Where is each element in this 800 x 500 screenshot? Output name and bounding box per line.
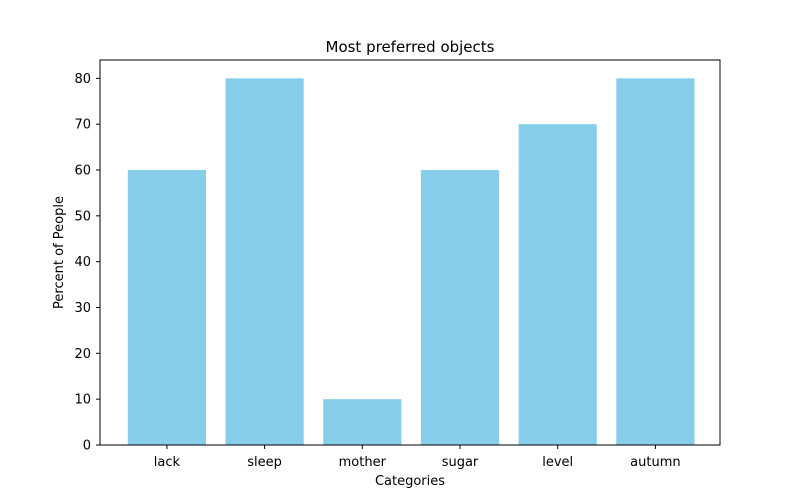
- x-ticks-group: lack sleep mother sugar level autumn: [154, 445, 681, 470]
- x-tick-label-sleep: sleep: [247, 455, 282, 470]
- x-tick-label-autumn: autumn: [630, 455, 680, 470]
- y-tick-label-70: 70: [74, 118, 91, 133]
- bar-mother: [323, 399, 402, 445]
- x-tick-label-lack: lack: [154, 455, 181, 470]
- y-tick-label-10: 10: [74, 393, 91, 408]
- x-tick-label-sugar: sugar: [442, 455, 479, 470]
- y-axis-label: Percent of People: [52, 196, 67, 309]
- chart-title: Most preferred objects: [326, 38, 495, 56]
- y-tick-label-30: 30: [74, 301, 91, 316]
- y-tick-label-80: 80: [74, 72, 91, 87]
- y-ticks-group: 0 10 20 30 40 50 60 70 80: [74, 72, 100, 454]
- y-tick-label-50: 50: [74, 209, 91, 224]
- bars-group: [127, 78, 695, 446]
- bar-level: [518, 124, 597, 446]
- x-tick-label-level: level: [542, 455, 573, 470]
- y-tick-label-60: 60: [74, 164, 91, 179]
- x-axis-label: Categories: [375, 474, 445, 489]
- x-tick-label-mother: mother: [339, 455, 387, 470]
- plot-frame: [99, 59, 721, 446]
- bar-sleep: [225, 78, 304, 445]
- bar-sugar: [420, 170, 500, 445]
- y-tick-label-40: 40: [74, 255, 91, 270]
- y-tick-label-0: 0: [83, 439, 91, 454]
- bar-lack: [127, 170, 206, 445]
- y-tick-label-20: 20: [74, 347, 91, 362]
- bar-autumn: [616, 78, 695, 445]
